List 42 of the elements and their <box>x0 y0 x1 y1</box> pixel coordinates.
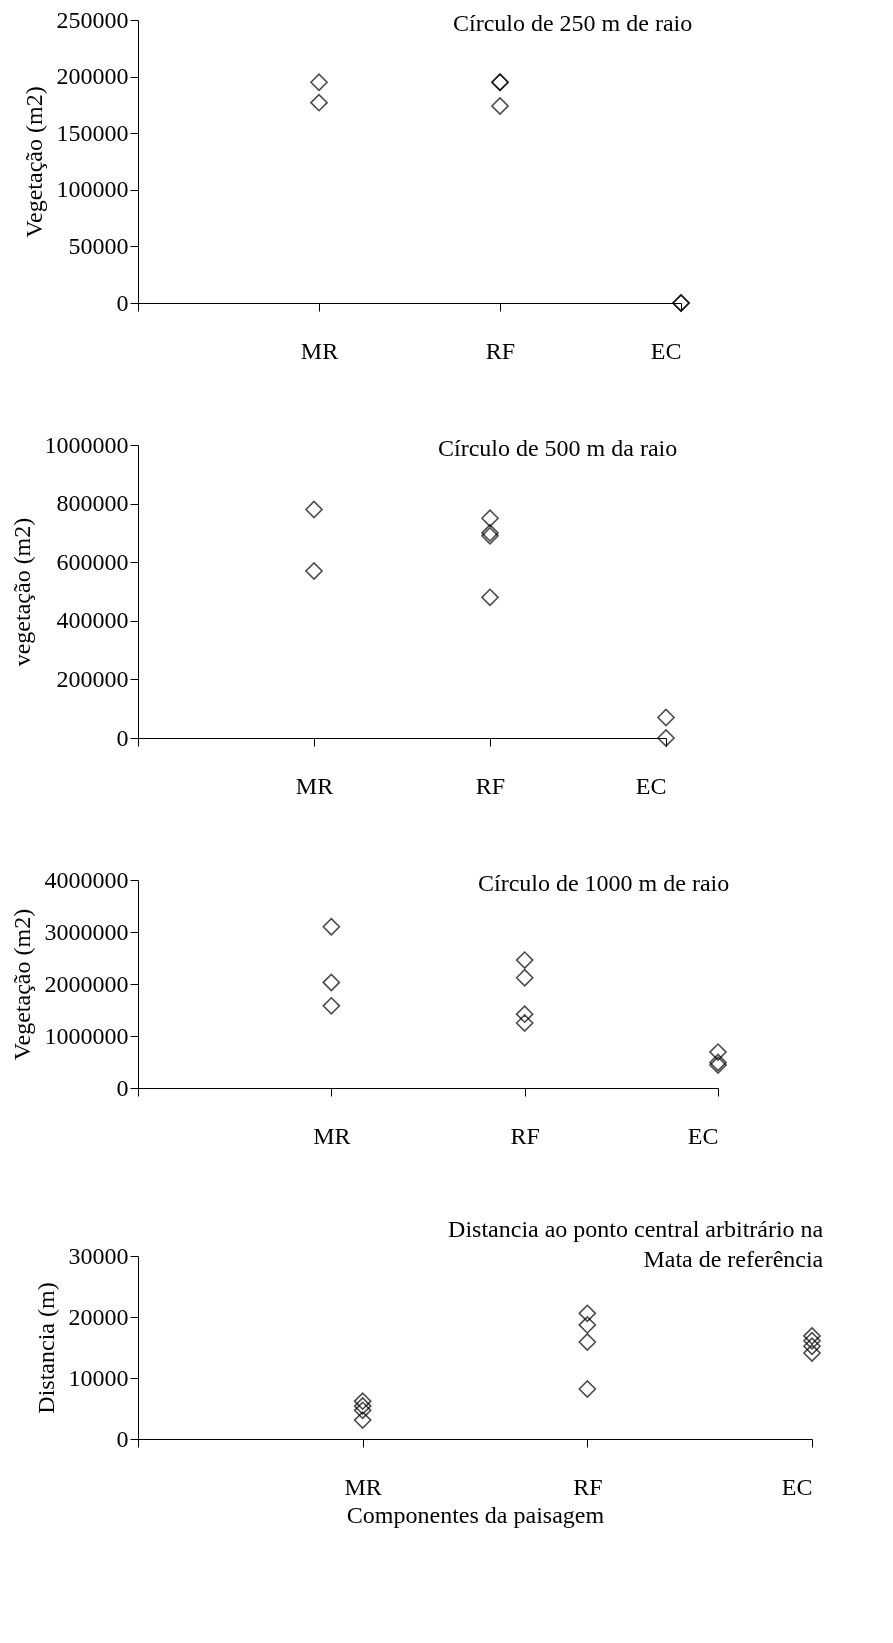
y-axis-title: Vegetação (m2) <box>8 908 35 1061</box>
y-axis-title: Vegetação (m2) <box>20 86 47 238</box>
y-tick-label: 100000 <box>56 176 129 203</box>
chart-title: Círculo de 1000 m de raio <box>477 870 730 896</box>
chart-title: Círculo de 500 m da raio <box>437 435 678 461</box>
y-axis-title: vegetação (m2) <box>8 517 35 667</box>
y-tick-label: 150000 <box>56 119 129 146</box>
y-tick-label: 10000 <box>68 1364 129 1391</box>
x-tick-label: EC <box>687 1122 719 1149</box>
x-tick-label: MR <box>300 337 339 364</box>
y-tick-label: 400000 <box>56 607 129 634</box>
x-tick-label: RF <box>510 1122 540 1149</box>
x-tick-label: RF <box>485 337 516 364</box>
x-tick-label: MR <box>344 1473 382 1500</box>
y-tick-label: 4000000 <box>44 866 129 893</box>
y-tick-label: 250000 <box>56 6 129 33</box>
y-tick-label: 30000 <box>68 1242 129 1269</box>
x-axis-title: Componentes da paisagem <box>346 1501 605 1528</box>
x-tick-label: EC <box>635 772 667 799</box>
y-tick-label: 1000000 <box>44 431 129 458</box>
y-tick-label: 2000000 <box>44 970 129 997</box>
y-tick-label: 0 <box>116 1425 129 1452</box>
y-tick-label: 1000000 <box>44 1022 129 1049</box>
y-tick-label: 3000000 <box>44 918 129 945</box>
y-axis-title: Distancia (m) <box>32 1282 59 1414</box>
x-tick-label: EC <box>781 1473 813 1500</box>
x-tick-label: EC <box>650 337 682 364</box>
chart-title: Distancia ao ponto central arbitrário na Mata de referência <box>448 1216 824 1272</box>
y-tick-label: 20000 <box>68 1303 129 1330</box>
y-tick-label: 0 <box>116 1074 129 1101</box>
x-tick-label: MR <box>313 1122 351 1149</box>
x-tick-label: RF <box>475 772 506 799</box>
y-tick-label: 0 <box>116 724 129 751</box>
y-tick-label: 0 <box>116 289 129 316</box>
y-tick-label: 800000 <box>56 490 129 517</box>
y-tick-label: 200000 <box>56 63 129 90</box>
x-tick-label: RF <box>573 1473 603 1500</box>
y-tick-label: 600000 <box>56 548 129 575</box>
y-tick-label: 200000 <box>56 665 129 692</box>
chart-title: Círculo de 250 m de raio <box>452 10 693 36</box>
x-tick-label: MR <box>295 772 334 799</box>
y-tick-label: 50000 <box>68 232 129 259</box>
